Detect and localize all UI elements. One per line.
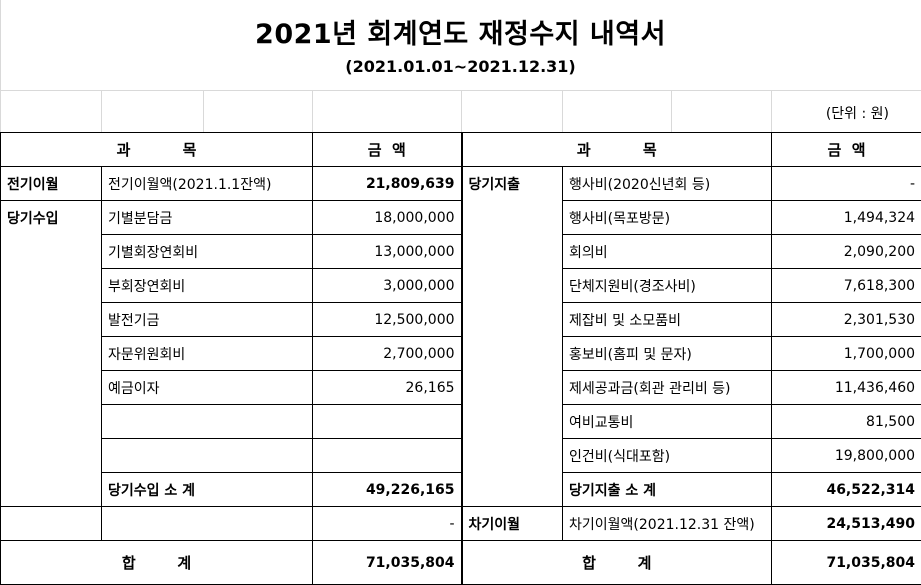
header-left-item: 과 목 bbox=[1, 133, 313, 167]
left-item: 기별회장연회비 bbox=[102, 235, 313, 269]
left-category: 전기이월 bbox=[1, 167, 102, 201]
gridline bbox=[671, 90, 672, 132]
subtotal-row: 당기수입 소 계 49,226,165 당기지출 소 계 46,522,314 bbox=[1, 473, 921, 507]
unit-label: (단위 : 원) bbox=[826, 103, 889, 123]
right-category bbox=[462, 269, 563, 303]
right-category bbox=[462, 337, 563, 371]
carry-empty-cell bbox=[102, 507, 313, 541]
total-row: 합 계 71,035,804 합 계 71,035,804 bbox=[1, 541, 921, 585]
left-category bbox=[1, 371, 102, 405]
left-amount: 21,809,639 bbox=[313, 167, 462, 201]
table-row: 당기수입 기별분담금 18,000,000 행사비(목포방문) 1,494,32… bbox=[1, 201, 921, 235]
left-amount bbox=[313, 405, 462, 439]
left-item: 전기이월액(2021.1.1잔액) bbox=[102, 167, 313, 201]
right-amount: 11,436,460 bbox=[772, 371, 921, 405]
table-row: 기별회장연회비 13,000,000 회의비 2,090,200 bbox=[1, 235, 921, 269]
header-left-amount: 금 액 bbox=[313, 133, 462, 167]
right-item: 인건비(식대포함) bbox=[563, 439, 772, 473]
left-item: 자문위원회비 bbox=[102, 337, 313, 371]
left-amount: 3,000,000 bbox=[313, 269, 462, 303]
income-subtotal-amount: 49,226,165 bbox=[313, 473, 462, 507]
right-amount: 1,494,324 bbox=[772, 201, 921, 235]
table-row: 자문위원회비 2,700,000 홍보비(홈피 및 문자) 1,700,000 bbox=[1, 337, 921, 371]
carry-forward-amount: 24,513,490 bbox=[772, 507, 921, 541]
subtotal-spacer bbox=[462, 473, 563, 507]
gridline bbox=[101, 90, 102, 132]
left-amount: 12,500,000 bbox=[313, 303, 462, 337]
right-item: 제세공과금(회관 관리비 등) bbox=[563, 371, 772, 405]
left-item: 기별분담금 bbox=[102, 201, 313, 235]
right-amount: 2,301,530 bbox=[772, 303, 921, 337]
right-category bbox=[462, 303, 563, 337]
expense-subtotal-amount: 46,522,314 bbox=[772, 473, 921, 507]
right-category bbox=[462, 371, 563, 405]
right-item: 행사비(2020신년회 등) bbox=[563, 167, 772, 201]
left-category bbox=[1, 439, 102, 473]
right-amount: 81,500 bbox=[772, 405, 921, 439]
table-row: 부회장연회비 3,000,000 단체지원비(경조사비) 7,618,300 bbox=[1, 269, 921, 303]
right-item: 제잡비 및 소모품비 bbox=[563, 303, 772, 337]
left-item: 발전기금 bbox=[102, 303, 313, 337]
right-total-label: 합 계 bbox=[462, 541, 772, 585]
left-amount bbox=[313, 439, 462, 473]
left-item bbox=[102, 405, 313, 439]
right-amount: - bbox=[772, 167, 921, 201]
period-subtitle: (2021.01.01~2021.12.31) bbox=[0, 57, 921, 76]
right-amount: 19,800,000 bbox=[772, 439, 921, 473]
header-row: 과 목 금 액 과 목 금 액 bbox=[1, 133, 921, 167]
right-item: 홍보비(홈피 및 문자) bbox=[563, 337, 772, 371]
carry-forward-category: 차기이월 bbox=[462, 507, 563, 541]
header-right-amount: 금 액 bbox=[772, 133, 921, 167]
gridline bbox=[461, 90, 462, 132]
carry-forward-row: - 차기이월 차기이월액(2021.12.31 잔액) 24,513,490 bbox=[1, 507, 921, 541]
right-amount: 1,700,000 bbox=[772, 337, 921, 371]
left-amount: 13,000,000 bbox=[313, 235, 462, 269]
left-item bbox=[102, 439, 313, 473]
right-amount: 7,618,300 bbox=[772, 269, 921, 303]
right-category: 당기지출 bbox=[462, 167, 563, 201]
carry-forward-item: 차기이월액(2021.12.31 잔액) bbox=[563, 507, 772, 541]
table-row: 여비교통비 81,500 bbox=[1, 405, 921, 439]
carry-empty-cell bbox=[1, 507, 102, 541]
gridline bbox=[203, 90, 204, 132]
left-item: 예금이자 bbox=[102, 371, 313, 405]
left-total-amount: 71,035,804 bbox=[313, 541, 462, 585]
gridline bbox=[562, 90, 563, 132]
right-item: 행사비(목포방문) bbox=[563, 201, 772, 235]
left-amount: 2,700,000 bbox=[313, 337, 462, 371]
subtotal-spacer bbox=[1, 473, 102, 507]
income-subtotal-label: 당기수입 소 계 bbox=[102, 473, 313, 507]
right-item: 회의비 bbox=[563, 235, 772, 269]
left-category bbox=[1, 303, 102, 337]
gridline bbox=[312, 90, 313, 132]
left-category bbox=[1, 405, 102, 439]
header-right-item: 과 목 bbox=[462, 133, 772, 167]
right-amount: 2,090,200 bbox=[772, 235, 921, 269]
left-category bbox=[1, 337, 102, 371]
right-total-amount: 71,035,804 bbox=[772, 541, 921, 585]
right-category bbox=[462, 201, 563, 235]
left-amount: 26,165 bbox=[313, 371, 462, 405]
right-category bbox=[462, 439, 563, 473]
left-category bbox=[1, 235, 102, 269]
right-item: 단체지원비(경조사비) bbox=[563, 269, 772, 303]
left-amount: 18,000,000 bbox=[313, 201, 462, 235]
left-category: 당기수입 bbox=[1, 201, 102, 235]
table-row: 인건비(식대포함) 19,800,000 bbox=[1, 439, 921, 473]
left-total-label: 합 계 bbox=[1, 541, 313, 585]
right-category bbox=[462, 405, 563, 439]
right-item: 여비교통비 bbox=[563, 405, 772, 439]
right-category bbox=[462, 235, 563, 269]
left-item: 부회장연회비 bbox=[102, 269, 313, 303]
left-carry-amount: - bbox=[313, 507, 462, 541]
table-row: 전기이월 전기이월액(2021.1.1잔액) 21,809,639 당기지출 행… bbox=[1, 167, 921, 201]
table-row: 예금이자 26,165 제세공과금(회관 관리비 등) 11,436,460 bbox=[1, 371, 921, 405]
table-row: 발전기금 12,500,000 제잡비 및 소모품비 2,301,530 bbox=[1, 303, 921, 337]
gridline bbox=[771, 90, 772, 132]
expense-subtotal-label: 당기지출 소 계 bbox=[563, 473, 772, 507]
ledger-table: 과 목 금 액 과 목 금 액 전기이월 전기이월액(2021.1.1잔액) 2… bbox=[0, 132, 921, 585]
page-title: 2021년 회계연도 재정수지 내역서 bbox=[0, 12, 921, 51]
left-category bbox=[1, 269, 102, 303]
